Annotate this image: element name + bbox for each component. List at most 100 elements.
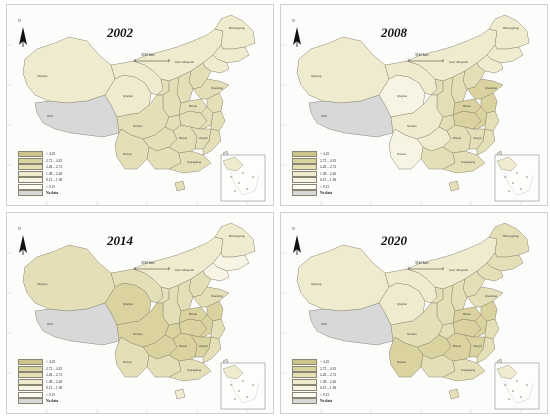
province-xinjiang — [296, 244, 390, 312]
legend-swatch — [18, 359, 43, 365]
north-label: N — [292, 18, 295, 23]
province-label-tibet: Tibet — [321, 114, 327, 118]
province-label-jiangxi: Jiangxi — [473, 136, 482, 140]
legend-label: 2.72 – 4.25 — [46, 366, 63, 371]
provinces — [296, 14, 530, 192]
province-heilongjiang — [214, 222, 256, 258]
legend-label: No data — [320, 191, 333, 195]
legend-label: > 4.25 — [46, 360, 56, 364]
south-china-sea-inset — [220, 362, 266, 410]
province-label-hunan: Hunan — [178, 344, 188, 348]
legend-swatch — [18, 391, 43, 398]
north-label: N — [292, 226, 295, 231]
provinces — [296, 222, 530, 400]
province-label-yunnan: Yunnan — [397, 360, 406, 364]
legend-label: 2.26 – 2.72 — [46, 373, 63, 377]
legend-label: < 0.15 — [46, 184, 56, 189]
legend-label: 1.38 – 2.26 — [320, 171, 337, 176]
province-label-xinjiang: Xinjiang — [310, 74, 322, 78]
north-arrow-icon — [19, 27, 27, 47]
legend-label: > 4.25 — [320, 152, 330, 156]
legend-label: < 0.15 — [320, 392, 330, 397]
legend-label: < 0.15 — [320, 184, 330, 189]
province-label-tibet: Tibet — [47, 114, 53, 118]
china-map: Xinjiang Tibet Qinghai Inner Mongolia Heilon… — [7, 222, 266, 413]
province-label-inner-mongolia: Inner Mongolia — [448, 268, 468, 272]
province-label-heilongjiang: Heilongjiang — [502, 234, 519, 238]
legend-swatch — [292, 170, 317, 177]
legend-label: 0.15 – 1.38 — [46, 178, 63, 182]
legend-label: 2.72 – 4.25 — [320, 158, 337, 163]
province-label-sichuan: Sichuan — [407, 332, 417, 336]
north-label: N — [18, 226, 21, 231]
year-title: 2020 — [381, 233, 407, 248]
legend-swatch — [18, 378, 43, 385]
province-label-henan: Henan — [188, 104, 197, 108]
province-label-henan: Henan — [188, 312, 197, 316]
legend-label: 2.26 – 2.72 — [320, 373, 337, 377]
province-label-yunnan: Yunnan — [123, 152, 132, 156]
south-china-sea-inset — [494, 154, 540, 202]
province-zhejiang — [210, 318, 226, 340]
scale-label: 500 km — [415, 52, 429, 57]
province-hainan — [448, 388, 460, 400]
legend-swatch — [292, 157, 317, 164]
province-heilongjiang — [488, 14, 530, 50]
province-label-shandong: Shandong — [485, 294, 498, 298]
province-xinjiang — [22, 36, 116, 104]
legend-label: 0.15 – 1.38 — [320, 178, 337, 182]
north-arrow-icon — [293, 27, 301, 47]
province-label-shandong: Shandong — [211, 86, 224, 90]
legend-swatch — [292, 177, 317, 183]
province-guangdong — [442, 150, 486, 174]
china-map: Xinjiang Tibet Qinghai Inner Mongolia Heilon… — [7, 14, 266, 205]
province-label-sichuan: Sichuan — [133, 332, 143, 336]
graticule — [7, 44, 248, 205]
legend-label: 0.15 – 1.38 — [320, 386, 337, 390]
province-label-shandong: Shandong — [485, 86, 498, 90]
province-guangdong — [168, 358, 212, 382]
year-title: 2002 — [107, 25, 133, 40]
province-label-guangdong: Guangdong — [461, 160, 476, 164]
province-zhejiang — [210, 110, 226, 132]
legend-label: 1.38 – 2.26 — [46, 379, 63, 384]
legend-swatch — [292, 365, 317, 372]
legend-label: No data — [46, 191, 59, 195]
legend-label: > 4.25 — [46, 152, 56, 156]
scale-bar — [134, 59, 170, 62]
province-guangdong — [442, 358, 486, 382]
year-title: 2014 — [107, 233, 133, 248]
legend-label: < 0.15 — [46, 392, 56, 397]
province-label-inner-mongolia: Inner Mongolia — [448, 60, 468, 64]
province-label-inner-mongolia: Inner Mongolia — [174, 60, 194, 64]
legend-swatch — [18, 164, 43, 170]
map-panel-2020: Xinjiang Tibet Qinghai Inner Mongolia Heilon… — [280, 212, 548, 414]
province-fujian — [202, 128, 222, 156]
scale-bar — [408, 267, 444, 270]
legend-swatch — [292, 398, 317, 404]
map-panel-2014: Xinjiang Tibet Qinghai Inner Mongolia Heilon… — [6, 212, 274, 414]
province-label-sichuan: Sichuan — [407, 124, 417, 128]
legend-swatch — [18, 170, 43, 177]
province-heilongjiang — [214, 14, 256, 50]
province-label-hunan: Hunan — [452, 344, 462, 348]
north-label: N — [18, 18, 21, 23]
legend-swatch — [18, 385, 43, 391]
legend-swatch — [18, 372, 43, 378]
legend-swatch — [292, 164, 317, 170]
legend-label: 0.15 – 1.38 — [46, 386, 63, 390]
province-zhejiang — [484, 110, 500, 132]
province-guangdong — [168, 150, 212, 174]
legend-label: 1.38 – 2.26 — [320, 379, 337, 384]
province-label-heilongjiang: Heilongjiang — [502, 26, 519, 30]
legend-swatch — [18, 183, 43, 190]
china-map: Xinjiang Tibet Qinghai Inner Mongolia Heilon… — [281, 14, 540, 205]
map-panel-2002: Xinjiang Tibet Qinghai Inner Mongolia Heilon… — [6, 4, 274, 206]
province-label-xinjiang: Xinjiang — [36, 74, 48, 78]
province-label-qinghai: Qinghai — [397, 94, 407, 98]
provinces — [22, 222, 256, 400]
legend-label: 2.26 – 2.72 — [320, 165, 337, 169]
province-label-jiangxi: Jiangxi — [199, 344, 208, 348]
province-label-xinjiang: Xinjiang — [310, 282, 322, 286]
